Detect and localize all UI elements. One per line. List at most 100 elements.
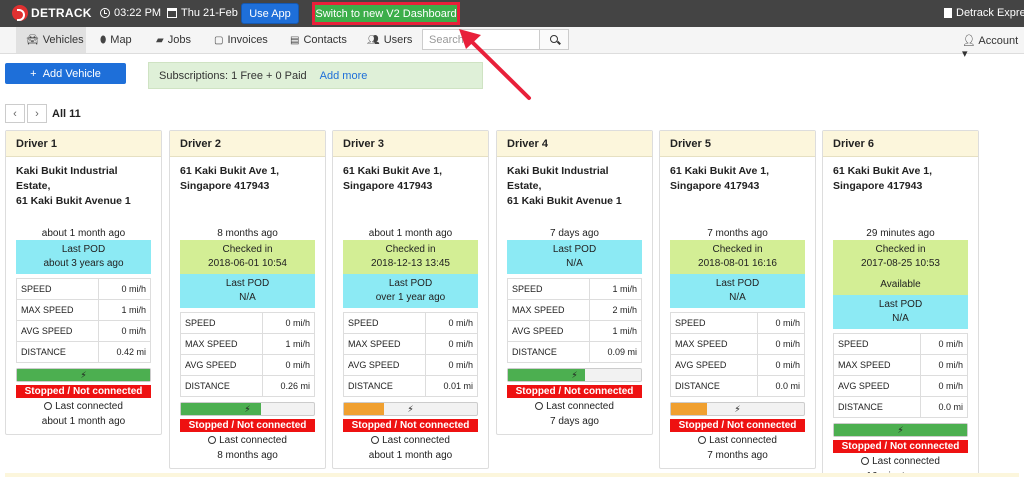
address-line-1: Kaki Bukit Industrial Estate, [507, 165, 609, 192]
driver-address: 61 Kaki Bukit Ave 1, Singapore 417943 [823, 157, 978, 227]
driver-name[interactable]: Driver 6 [823, 131, 978, 157]
nav-item-jobs[interactable]: ▰ Jobs [156, 27, 191, 53]
status-badge: Stopped / Not connected [343, 419, 478, 432]
nav-item-label: Users [383, 34, 413, 46]
driver-card[interactable]: Driver 3 61 Kaki Bukit Ave 1, Singapore 41… [332, 130, 489, 469]
driver-name[interactable]: Driver 3 [333, 131, 488, 157]
distance-value: 0.42 mi [98, 341, 151, 363]
last-pod-box[interactable]: Last POD N/A [670, 274, 805, 308]
distance-value: 0.26 mi [262, 375, 315, 397]
nav-item-users[interactable]: 👥︎ Users [367, 27, 412, 53]
add-vehicle-label: Add Vehicle [42, 67, 101, 80]
nav-item-contacts[interactable]: ▤ Contacts [290, 27, 347, 53]
table-row: SPEED 0 mi/h [342, 312, 478, 334]
distance-label: DISTANCE [833, 396, 921, 418]
distance-label: DISTANCE [670, 375, 758, 397]
driver-address: 61 Kaki Bukit Ave 1, Singapore 417943 [170, 157, 325, 227]
driver-address: 61 Kaki Bukit Ave 1, Singapore 417943 [333, 157, 488, 227]
car-icon: 🚘︎ [26, 34, 39, 46]
driver-name[interactable]: Driver 5 [660, 131, 815, 157]
clock-icon [535, 402, 544, 410]
speed-label: SPEED [670, 312, 758, 334]
search-input[interactable] [422, 29, 540, 50]
table-row: DISTANCE 0.01 mi [342, 375, 478, 397]
address-line-2: 61 Kaki Bukit Avenue 1 [507, 195, 622, 207]
clock-icon [698, 436, 707, 444]
detrack-logo-icon [12, 5, 28, 21]
max-speed-label: MAX SPEED [833, 354, 921, 376]
last-pod-box[interactable]: Last POD N/A [507, 240, 642, 274]
last-connected: Last connected [170, 434, 325, 447]
driver-name[interactable]: Driver 4 [497, 131, 652, 157]
max-speed-label: MAX SPEED [506, 299, 591, 321]
address-line-2: Singapore 417943 [180, 180, 270, 192]
driver-name[interactable]: Driver 2 [170, 131, 325, 157]
driver-name[interactable]: Driver 1 [6, 131, 161, 157]
driver-address: 61 Kaki Bukit Ave 1, Singapore 417943 [660, 157, 815, 227]
last-pod-box[interactable]: Last POD N/A [833, 295, 968, 329]
nav-item-invoices[interactable]: ▢ Invoices [214, 27, 268, 53]
logo[interactable]: DETRACK [12, 5, 92, 21]
user-icon: 👤︎ [962, 35, 976, 47]
table-row: DISTANCE 0.42 mi [15, 341, 151, 363]
last-connected: Last connected [6, 400, 161, 413]
distance-label: DISTANCE [179, 375, 264, 397]
nav-item-vehicles[interactable]: 🚘︎ Vehicles [16, 27, 86, 53]
subscriptions-text: Subscriptions: 1 Free + 0 Paid [159, 69, 307, 82]
table-row: AVG SPEED 0 mi/h [179, 354, 315, 376]
address-line-2: Singapore 417943 [833, 180, 923, 192]
table-row: MAX SPEED 0 mi/h [833, 354, 969, 376]
speed-stats-table: SPEED 0 mi/h MAX SPEED 0 mi/h AVG SPEED 0 mi/… [670, 312, 806, 397]
last-pod-box[interactable]: Last POD over 1 year ago [343, 274, 478, 308]
driver-card[interactable]: Driver 4 Kaki Bukit Industrial Estate, 61 … [496, 130, 653, 435]
bolt-icon: ⚡︎ [407, 404, 414, 414]
next-page-button[interactable]: › [27, 104, 47, 123]
plus-icon: + [30, 67, 37, 80]
driver-card[interactable]: Driver 6 61 Kaki Bukit Ave 1, Singapore 41… [822, 130, 979, 477]
use-app-button[interactable]: Use App [241, 3, 299, 24]
company-account[interactable]: Detrack Expre [944, 7, 1024, 19]
current-time-text: 03:22 PM [114, 7, 162, 19]
users-icon: 👥︎ [367, 34, 380, 46]
max-speed-label: MAX SPEED [15, 299, 100, 321]
max-speed-value: 0 mi/h [919, 354, 969, 376]
last-connected: Last connected [497, 400, 652, 413]
add-vehicle-button[interactable]: + Add Vehicle [5, 63, 126, 84]
account-menu[interactable]: 👤︎ Account ▾ [962, 34, 1024, 60]
logo-text: DETRACK [31, 6, 92, 20]
prev-page-button[interactable]: ‹ [5, 104, 25, 123]
battery-fill [671, 403, 707, 415]
checkin-label: Checked in [712, 244, 763, 255]
table-row: DISTANCE 0.0 mi [670, 375, 806, 397]
building-icon [944, 8, 952, 18]
table-row: SPEED 0 mi/h [670, 312, 806, 334]
search-button[interactable] [539, 29, 569, 50]
checkin-box: Checked in 2018-06-01 10:54 [180, 240, 315, 274]
pager: ‹ › [5, 104, 47, 123]
address-line-2: Singapore 417943 [343, 180, 433, 192]
last-pod-box[interactable]: Last POD N/A [180, 274, 315, 308]
driver-card[interactable]: Driver 2 61 Kaki Bukit Ave 1, Singapore 41… [169, 130, 326, 469]
speed-stats-table: SPEED 0 mi/h MAX SPEED 0 mi/h AVG SPEED 0 mi/… [833, 333, 969, 418]
vehicle-count: All 11 [52, 108, 81, 120]
checkin-box: Checked in 2017-08-25 10:53 Available [833, 240, 968, 295]
avg-speed-value: 0 mi/h [425, 354, 478, 376]
max-speed-label: MAX SPEED [670, 333, 758, 355]
last-pod-box[interactable]: Last POD about 3 years ago [16, 240, 151, 274]
max-speed-label: MAX SPEED [179, 333, 264, 355]
battery-bar: ⚡︎ [507, 368, 642, 382]
max-speed-value: 1 mi/h [98, 299, 151, 321]
speed-label: SPEED [179, 312, 264, 334]
speed-value: 0 mi/h [98, 278, 151, 300]
driver-card[interactable]: Driver 1 Kaki Bukit Industrial Estate, 61 … [5, 130, 162, 435]
last-connected-ago: 7 months ago [707, 450, 768, 461]
nav-item-map[interactable]: ⬮ Map [100, 27, 132, 53]
add-more-link[interactable]: Add more [319, 69, 368, 82]
address-book-icon: ▤ [290, 34, 300, 46]
last-connected-label: Last connected [55, 401, 123, 412]
table-row: AVG SPEED 0 mi/h [833, 375, 969, 397]
driver-card[interactable]: Driver 5 61 Kaki Bukit Ave 1, Singapore 41… [659, 130, 816, 469]
switch-v2-dashboard-button[interactable]: Switch to new V2 Dashboard [312, 2, 460, 25]
checkin-box: Checked in 2018-12-13 13:45 [343, 240, 478, 274]
table-row: DISTANCE 0.0 mi [833, 396, 969, 418]
